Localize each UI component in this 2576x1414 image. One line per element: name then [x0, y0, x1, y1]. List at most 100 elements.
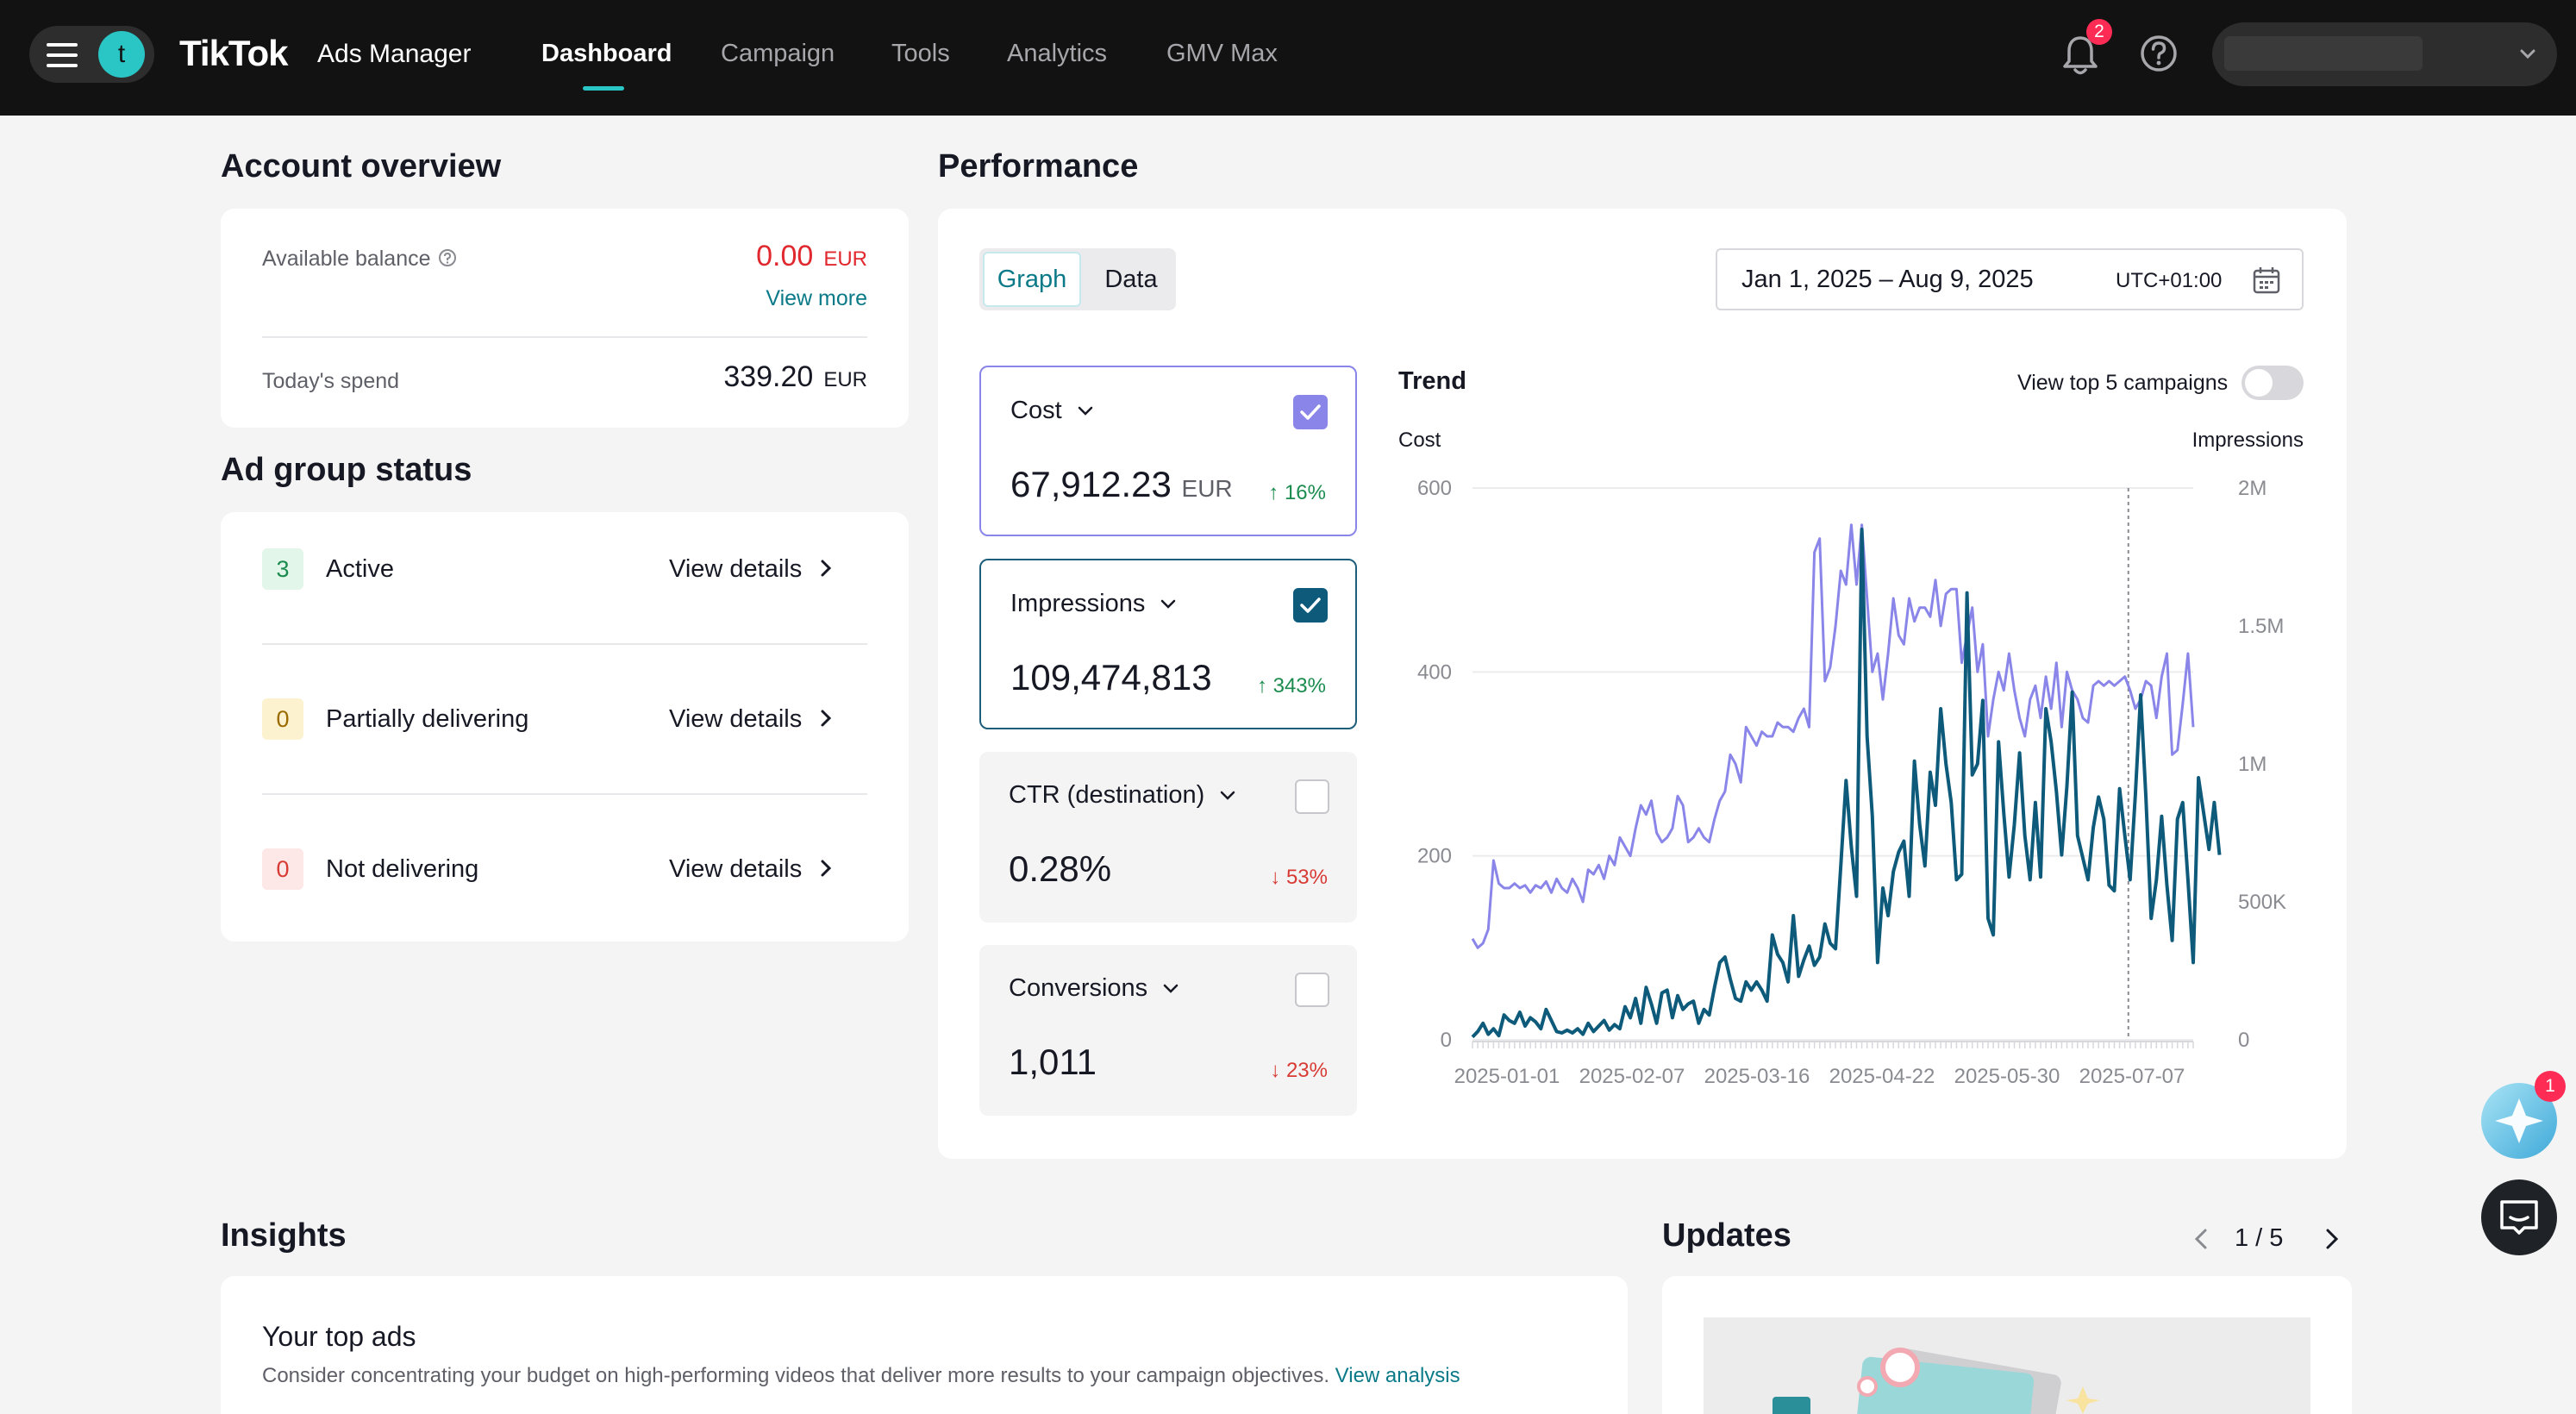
y-axis-right-title: Impressions — [2192, 429, 2304, 452]
y-tick-right: 1M — [2238, 753, 2267, 776]
metric-name-text: CTR (destination) — [1009, 781, 1205, 809]
top5-label: View top 5 campaigns — [2017, 371, 2229, 395]
tab-data[interactable]: Data — [1104, 265, 1158, 293]
tab-graph[interactable]: Graph — [983, 252, 1081, 307]
metric-delta-ctr: ↓ 53% — [1270, 866, 1328, 889]
view-details-label: View details — [669, 855, 803, 883]
check-icon — [1300, 404, 1321, 420]
nav-tools[interactable]: Tools — [891, 40, 950, 67]
chevron-down-icon — [1221, 791, 1235, 800]
metric-delta-cost: ↑ 16% — [1268, 481, 1326, 504]
view-details-label: View details — [669, 705, 803, 733]
graph-data-toggle: Graph Data — [979, 248, 1176, 310]
delta-value: 23% — [1285, 1059, 1328, 1082]
view-details-active[interactable]: View details — [669, 555, 835, 584]
series-line-cost — [1471, 523, 2195, 949]
metric-unit-cost: EUR — [1181, 475, 1233, 502]
metric-value-ctr: 0.28% — [1009, 848, 1112, 889]
timezone-text: UTC+01:00 — [2116, 269, 2223, 292]
metric-checkbox-impressions[interactable] — [1293, 588, 1328, 623]
nav-campaign[interactable]: Campaign — [721, 40, 835, 67]
update-banner-image — [1773, 1347, 2100, 1414]
nav-dashboard[interactable]: Dashboard — [541, 40, 672, 67]
divider — [262, 643, 867, 645]
chevron-down-icon — [2520, 49, 2535, 59]
not-delivering-count-badge: 0 — [262, 848, 303, 890]
insights-card: Your top ads Consider concentrating your… — [221, 1276, 1628, 1414]
metric-checkbox-conversions[interactable] — [1295, 973, 1329, 1007]
view-details-label: View details — [669, 555, 803, 583]
trend-title: Trend — [1398, 367, 1466, 395]
y-tick-left: 400 — [1417, 660, 1452, 684]
todays-spend-currency: EUR — [823, 368, 867, 391]
metric-delta-conversions: ↓ 23% — [1270, 1059, 1328, 1082]
ad-group-status-title: Ad group status — [221, 452, 472, 488]
hamburger-menu-icon[interactable] — [47, 43, 78, 67]
top5-toggle[interactable] — [2241, 366, 2304, 400]
y-tick-left: 0 — [1441, 1029, 1452, 1052]
metric-card-ctr[interactable]: CTR (destination) 0.28% ↓ 53% — [979, 752, 1357, 923]
updates-pager: 1 / 5 — [2235, 1224, 2284, 1252]
chevron-left-icon[interactable] — [2190, 1224, 2212, 1254]
metric-card-impressions[interactable]: Impressions 109,474,813 ↑ 343% — [979, 559, 1357, 729]
help-icon[interactable] — [2140, 34, 2178, 72]
assistant-badge: 1 — [2535, 1071, 2566, 1102]
date-range-picker[interactable]: Jan 1, 2025 – Aug 9, 2025 UTC+01:00 — [1716, 248, 2304, 310]
delta-value: 343% — [1272, 674, 1326, 698]
metric-name-text: Cost — [1010, 397, 1062, 424]
metric-value-conversions: 1,011 — [1009, 1042, 1097, 1082]
available-balance-label: Available balance — [262, 247, 431, 271]
nav-analytics[interactable]: Analytics — [1007, 40, 1108, 67]
chevron-down-icon — [1161, 599, 1176, 609]
available-balance-currency: EUR — [823, 247, 867, 271]
x-tick-label: 2025-02-07 — [1579, 1065, 1685, 1086]
y-tick-right: 2M — [2238, 477, 2267, 500]
metric-checkbox-ctr[interactable] — [1295, 779, 1329, 814]
status-active-label: Active — [326, 555, 394, 583]
account-overview-title: Account overview — [221, 148, 502, 185]
delta-value: 53% — [1285, 866, 1328, 889]
top-ads-description: Consider concentrating your budget on hi… — [262, 1364, 1460, 1388]
update-illustration — [1704, 1317, 2310, 1414]
x-tick-label: 2025-03-16 — [1704, 1065, 1810, 1086]
view-analysis-link[interactable]: View analysis — [1335, 1364, 1460, 1387]
updates-card[interactable] — [1662, 1276, 2352, 1414]
performance-title: Performance — [938, 148, 1139, 185]
active-count-badge: 3 — [262, 548, 303, 590]
x-tick-label: 2025-05-30 — [1954, 1065, 2060, 1086]
metric-name-text: Impressions — [1010, 590, 1146, 617]
top-ads-title: Your top ads — [262, 1321, 416, 1352]
metric-name-ctr: CTR (destination) — [1009, 781, 1237, 810]
top-nav-bar: t TikTok Ads Manager Dashboard Campaign … — [0, 0, 2576, 116]
ads-manager-label: Ads Manager — [317, 40, 472, 68]
account-overview-card: Available balance 0.00 EUR View more Tod… — [221, 209, 909, 428]
chevron-right-icon[interactable] — [2321, 1224, 2343, 1254]
calendar-icon — [2253, 267, 2280, 294]
view-more-link[interactable]: View more — [766, 286, 867, 310]
chat-support-button[interactable] — [2481, 1179, 2557, 1255]
series-line-impressions — [1471, 528, 2222, 1039]
account-selector[interactable] — [2212, 22, 2557, 86]
date-range-text: Jan 1, 2025 – Aug 9, 2025 — [1741, 266, 2034, 293]
menu-account-switcher[interactable]: t — [29, 26, 154, 83]
metric-name-cost: Cost — [1010, 397, 1095, 425]
top-ads-text: Consider concentrating your budget on hi… — [262, 1364, 1329, 1387]
todays-spend-label: Today's spend — [262, 369, 400, 393]
status-partially-delivering-label: Partially delivering — [326, 705, 529, 733]
metric-card-conversions[interactable]: Conversions 1,011 ↓ 23% — [979, 945, 1357, 1116]
nav-gmv-max[interactable]: GMV Max — [1166, 40, 1278, 67]
chevron-down-icon — [1078, 406, 1092, 416]
tiktok-logo[interactable]: TikTok — [179, 33, 288, 73]
divider — [262, 336, 867, 338]
metric-card-cost[interactable]: Cost 67,912.23 EUR ↑ 16% — [979, 366, 1357, 536]
y-tick-left: 600 — [1417, 477, 1452, 500]
insights-title: Insights — [221, 1217, 347, 1254]
view-details-partially-delivering[interactable]: View details — [669, 705, 835, 734]
metric-checkbox-cost[interactable] — [1293, 395, 1328, 429]
notification-bell-icon[interactable] — [2060, 33, 2100, 78]
check-icon — [1300, 598, 1321, 613]
info-icon[interactable] — [438, 248, 457, 267]
x-tick-label: 2025-04-22 — [1829, 1065, 1935, 1086]
view-details-not-delivering[interactable]: View details — [669, 855, 835, 884]
account-avatar[interactable]: t — [98, 31, 145, 78]
